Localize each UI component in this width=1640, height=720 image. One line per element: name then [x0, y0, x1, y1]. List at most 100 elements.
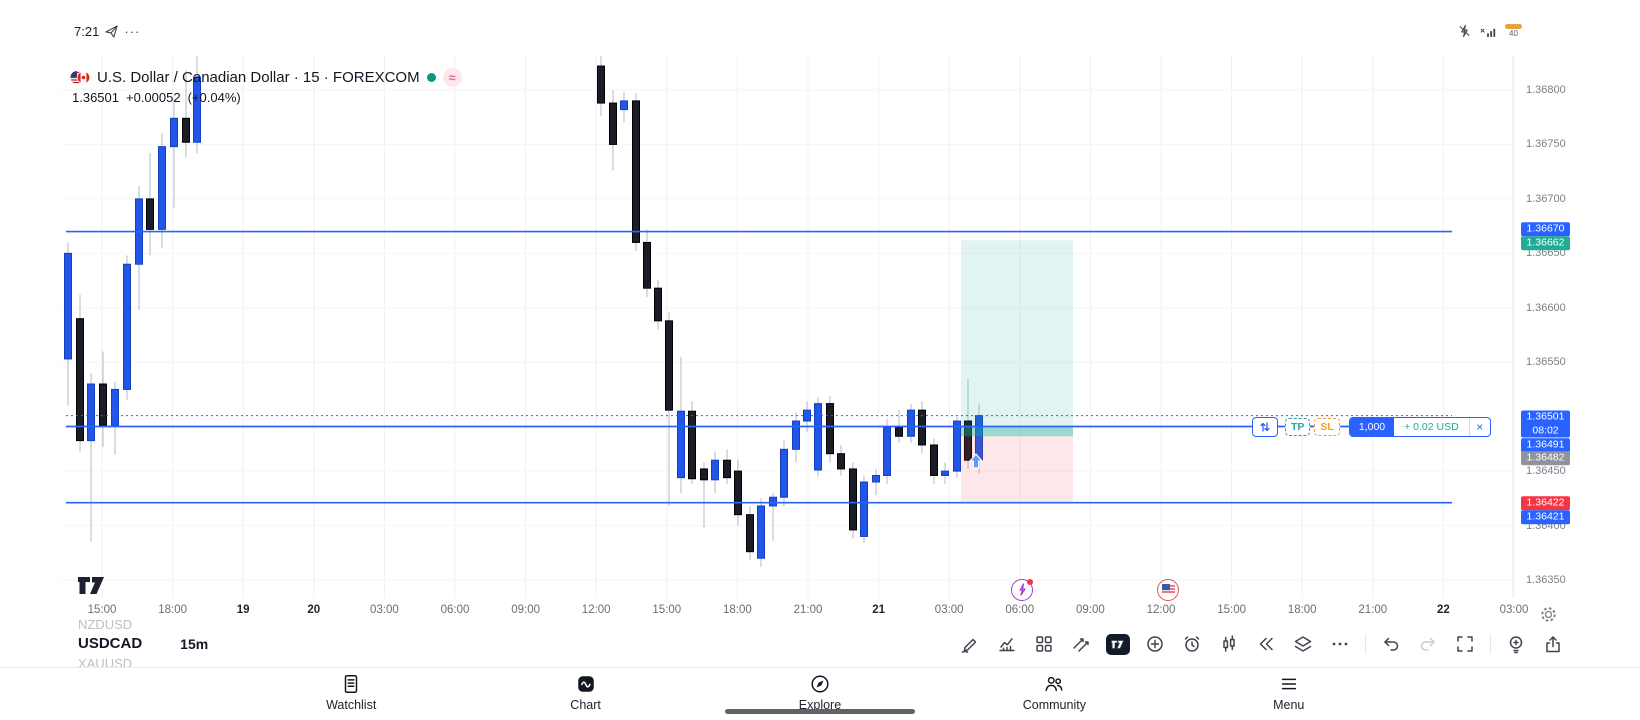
close-position-button[interactable]: × — [1468, 418, 1490, 436]
rewind-icon — [1259, 637, 1273, 651]
time-tick: 20 — [307, 604, 321, 616]
picker-symbol-current[interactable]: USDCAD — [78, 635, 143, 652]
take-profit-chip[interactable]: TP — [1285, 418, 1311, 436]
stop-loss-chip[interactable]: SL — [1314, 418, 1340, 436]
chart-icon — [577, 676, 594, 692]
send-icon — [105, 25, 118, 38]
watchlist-icon — [344, 675, 358, 693]
time-tick: 22 — [1436, 604, 1450, 616]
price-axis-badge: 1.36670 — [1521, 222, 1570, 236]
indicators-button[interactable] — [995, 632, 1019, 656]
position-pill: 1,000 + 0.02 USD × — [1348, 417, 1491, 437]
time-tick: 03:00 — [370, 604, 399, 616]
symbol-title[interactable]: U.S. Dollar / Canadian Dollar · 15 · FOR… — [97, 69, 420, 86]
home-indicator-bar[interactable] — [725, 709, 915, 714]
alert-button[interactable] — [1180, 632, 1204, 656]
position-quantity[interactable]: 1,000 — [1349, 418, 1395, 436]
status-bar-right: 40 — [1458, 24, 1522, 38]
market-status-dot — [426, 73, 436, 82]
undo-icon — [1384, 637, 1399, 651]
undo-button[interactable] — [1379, 632, 1403, 656]
nav-community[interactable]: Community — [937, 669, 1171, 712]
layout-grid-icon — [1036, 636, 1052, 652]
price-tick: 1.36600 — [1526, 301, 1566, 314]
price-axis-separator — [1512, 56, 1513, 598]
fullscreen-icon — [1457, 636, 1473, 652]
nav-top-border — [0, 667, 1640, 668]
alarm-clock-icon — [1184, 636, 1200, 652]
share-button[interactable] — [1541, 632, 1565, 656]
explore-compass-icon — [811, 675, 829, 693]
last-price: 1.36501 — [72, 90, 119, 105]
time-tick: 09:00 — [1076, 604, 1105, 616]
price-axis-badge: 1.36662 — [1521, 236, 1570, 250]
time-tick: 21:00 — [1358, 604, 1388, 616]
picker-interval[interactable]: 15m — [180, 636, 209, 652]
symbol-interval-picker[interactable]: NZDUSD USDCAD 15m XAUUSD — [78, 616, 208, 668]
time-tick: 03:00 — [934, 604, 964, 616]
battery-icon: 40 — [1505, 24, 1522, 38]
object-tree-button[interactable] — [1291, 632, 1315, 656]
symbol-header[interactable]: U.S. Dollar / Canadian Dollar · 15 · FOR… — [70, 68, 462, 87]
tradingview-logo — [78, 577, 104, 594]
chart-settings-gear-icon[interactable] — [1540, 606, 1557, 623]
time-tick: 21:00 — [793, 604, 823, 616]
compare-button[interactable] — [1069, 632, 1093, 656]
draw-button[interactable] — [958, 632, 982, 656]
nav-chart[interactable]: Chart — [468, 669, 702, 712]
picker-symbol-below[interactable]: XAUUSD — [78, 656, 133, 668]
time-tick: 15:00 — [87, 604, 117, 616]
status-bar-left: 7:21 ··· — [74, 24, 140, 39]
bar-type-button[interactable] — [1217, 632, 1241, 656]
fullscreen-button[interactable] — [1453, 632, 1477, 656]
price-axis-badge: 1.36422 — [1521, 496, 1570, 510]
redo-button[interactable] — [1416, 632, 1440, 656]
pencil-icon — [961, 638, 977, 653]
community-people-icon — [1045, 676, 1063, 692]
economic-event-us-flag-marker[interactable] — [1157, 579, 1179, 601]
toolbar-divider — [1365, 634, 1366, 654]
news-lightning-marker[interactable] — [1011, 579, 1033, 601]
reverse-arrows-icon — [1260, 422, 1270, 432]
tradingview-mark-icon — [1106, 633, 1130, 655]
publish-idea-button[interactable] — [1504, 632, 1528, 656]
time-tick: 12:00 — [1146, 604, 1176, 616]
reverse-position-button[interactable] — [1252, 417, 1278, 437]
nav-explore[interactable]: Explore — [703, 669, 937, 712]
add-button[interactable] — [1143, 632, 1167, 656]
price-tick: 1.36450 — [1526, 465, 1566, 478]
layout-button[interactable] — [1032, 632, 1056, 656]
more-button[interactable] — [1328, 632, 1352, 656]
time-tick: 19 — [236, 604, 250, 616]
nav-watchlist[interactable]: Watchlist — [234, 669, 468, 712]
price-change: +0.00052 — [126, 90, 181, 105]
menu-hamburger-icon — [1281, 678, 1296, 690]
battery-percent: 40 — [1509, 29, 1518, 38]
price-tick: 1.36550 — [1526, 356, 1566, 369]
price-change-percent: (+0.04%) — [187, 90, 241, 105]
notification-dots: ··· — [124, 24, 141, 39]
price-axis-badge: 1.36501 08:02 — [1521, 410, 1570, 438]
time-tick: 06:00 — [440, 604, 470, 616]
candles-icon — [1223, 635, 1235, 652]
time-tick: 03:00 — [1499, 604, 1529, 616]
price-tick: 1.36350 — [1526, 574, 1566, 586]
picker-symbol-above[interactable]: NZDUSD — [78, 617, 133, 632]
replay-button[interactable] — [1254, 632, 1278, 656]
price-axis-badge: 1.36482 — [1521, 451, 1570, 465]
price-axis-badge: 1.36421 — [1521, 510, 1570, 524]
time-tick: 06:00 — [1005, 604, 1035, 616]
time-tick: 15:00 — [652, 604, 682, 616]
bottom-navigation: Watchlist Chart Explore Community Menu — [234, 668, 1406, 712]
ideas-badge-icon[interactable]: ≈ — [442, 68, 462, 87]
usdcad-flag-icon — [70, 70, 90, 85]
flash-off-icon — [1459, 24, 1470, 38]
price-row: 1.36501 +0.00052 (+0.04%) — [72, 90, 241, 105]
lightbulb-plus-icon — [1509, 636, 1523, 654]
plus-circle-icon — [1147, 636, 1163, 652]
tradingview-button[interactable] — [1106, 632, 1130, 656]
nav-menu[interactable]: Menu — [1172, 669, 1406, 712]
us-flag-icon — [1161, 584, 1175, 593]
